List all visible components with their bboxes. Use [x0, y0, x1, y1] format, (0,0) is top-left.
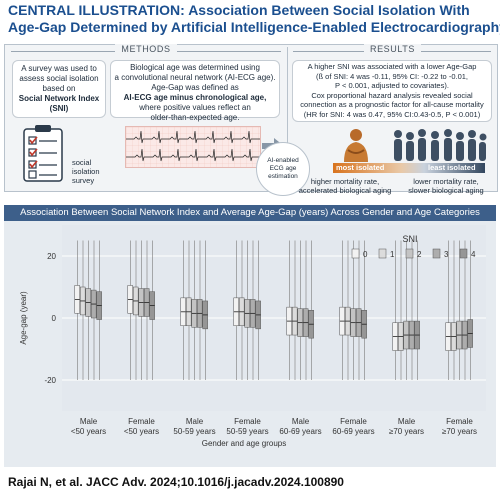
x-tick-label: 60-69 years — [332, 427, 374, 436]
y-tick-label: 0 — [52, 314, 57, 323]
legend-swatch — [378, 248, 387, 259]
outcome-line: slower biological aging — [408, 186, 484, 195]
survey-label-line: isolation — [72, 167, 100, 176]
legend-swatch — [405, 248, 414, 259]
x-tick-label: <50 years — [71, 427, 106, 436]
title-line-1: CENTRAL ILLUSTRATION: Association Betwee… — [8, 2, 470, 18]
legend-label: 1 — [390, 250, 395, 259]
sni-term: Social Network Index — [18, 94, 100, 103]
badge-line: ECG age — [269, 165, 297, 172]
isolation-gradient-bar — [333, 163, 485, 173]
x-tick-label: 50-59 years — [226, 427, 268, 436]
x-tick-label: Male — [398, 417, 416, 426]
x-tick-label: Female — [446, 417, 473, 426]
result-line: Cox proportional hazard analysis reveale… — [311, 90, 473, 100]
ecg-strip — [125, 126, 261, 168]
legend-label: 0 — [363, 250, 368, 259]
x-axis-label: Gender and age groups — [202, 439, 287, 448]
survey-label: social isolation survey — [72, 158, 100, 185]
bio-text: Biological age was determined using — [130, 63, 260, 72]
x-tick-label: Male — [292, 417, 310, 426]
bio-text: where positive values reflect an — [139, 103, 251, 112]
legend-swatch — [459, 248, 468, 259]
survey-label-line: social — [72, 158, 92, 167]
legend-swatch — [351, 248, 360, 259]
survey-description-box: A survey was used to assess social isola… — [12, 60, 106, 118]
citation-footer: Rajai N, et al. JACC Adv. 2024;10.1016/j… — [8, 475, 344, 489]
survey-label-line: survey — [72, 176, 95, 185]
isolated-person-icon — [344, 129, 368, 162]
result-line: (HR for SNI: 4 was 0.47, 95% CI:0.43-0.5… — [303, 109, 481, 119]
result-line: P < 0.001, adjusted to covariates). — [335, 81, 449, 91]
result-line: connection as a prognostic factor for al… — [300, 100, 484, 110]
least-isolated-label: least isolated — [428, 163, 476, 172]
x-tick-label: <50 years — [124, 427, 159, 436]
legend-swatch — [432, 248, 441, 259]
legend-label: 4 — [471, 250, 476, 259]
most-isolated-label: most isolated — [336, 163, 385, 172]
chart-title: Association Between Social Network Index… — [4, 205, 496, 221]
survey-text: assess social isolation — [19, 74, 99, 83]
biological-age-box: Biological age was determined using a co… — [110, 60, 280, 122]
result-line: A higher SNI was associated with a lower… — [307, 62, 477, 71]
bio-text: Age-Gap was defined as — [151, 83, 239, 92]
methods-heading: METHODS — [5, 44, 287, 58]
badge-line: estimation — [268, 173, 298, 180]
x-tick-label: 60-69 years — [279, 427, 321, 436]
title-lead: CENTRAL ILLUSTRATION: — [8, 2, 185, 18]
legend-label: 2 — [417, 250, 422, 259]
x-tick-label: ≥70 years — [442, 427, 477, 436]
section-divider — [287, 47, 288, 187]
ai-ecg-estimation-badge: AI-enabled ECG age estimation — [256, 142, 310, 196]
survey-clipboard-icon — [23, 125, 63, 182]
results-summary-box: A higher SNI was associated with a lower… — [292, 60, 492, 122]
outcome-line: accelerated biological aging — [298, 186, 392, 195]
age-gap-definition: AI-ECG age minus chronological age, — [123, 93, 267, 102]
sni-abbrev: (SNI) — [49, 104, 69, 113]
x-tick-label: Male — [80, 417, 98, 426]
x-tick-label: Female — [340, 417, 367, 426]
bio-text: a convolutional neural network (AI-ECG a… — [114, 73, 276, 82]
x-tick-label: ≥70 years — [389, 427, 424, 436]
badge-line: AI-enabled — [267, 157, 299, 164]
connected-outcome: lower mortality rate, slower biological … — [394, 177, 498, 195]
x-tick-label: Female — [128, 417, 155, 426]
isolated-outcome: higher mortality rate, accelerated biolo… — [286, 177, 404, 195]
title-text-1: Association Between Social Isolation Wit… — [188, 2, 470, 18]
result-line: (ß of SNI: 4 was -0.11, 95% CI: -0.22 to… — [315, 71, 468, 81]
legend-title: SNI — [402, 234, 417, 244]
x-tick-label: Female — [234, 417, 261, 426]
survey-text: A survey was used to — [21, 64, 97, 73]
x-tick-label: 50-59 years — [173, 427, 215, 436]
bio-text: older-than-expected age. — [150, 113, 240, 122]
outcome-line: lower mortality rate, — [413, 177, 479, 186]
survey-text: based on — [42, 84, 76, 93]
illustration-title: CENTRAL ILLUSTRATION: Association Betwee… — [0, 0, 500, 40]
connected-people-icon — [394, 129, 487, 161]
title-line-2: Age-Gap Determined by Artificial Intelli… — [8, 19, 500, 35]
results-heading: RESULTS — [288, 44, 497, 58]
x-tick-label: Male — [186, 417, 204, 426]
outcome-line: higher mortality rate, — [310, 177, 380, 186]
y-tick-label: -20 — [44, 376, 56, 385]
legend-label: 3 — [444, 250, 449, 259]
y-axis-label: Age-gap (year) — [19, 291, 28, 345]
y-tick-label: 20 — [47, 252, 56, 261]
